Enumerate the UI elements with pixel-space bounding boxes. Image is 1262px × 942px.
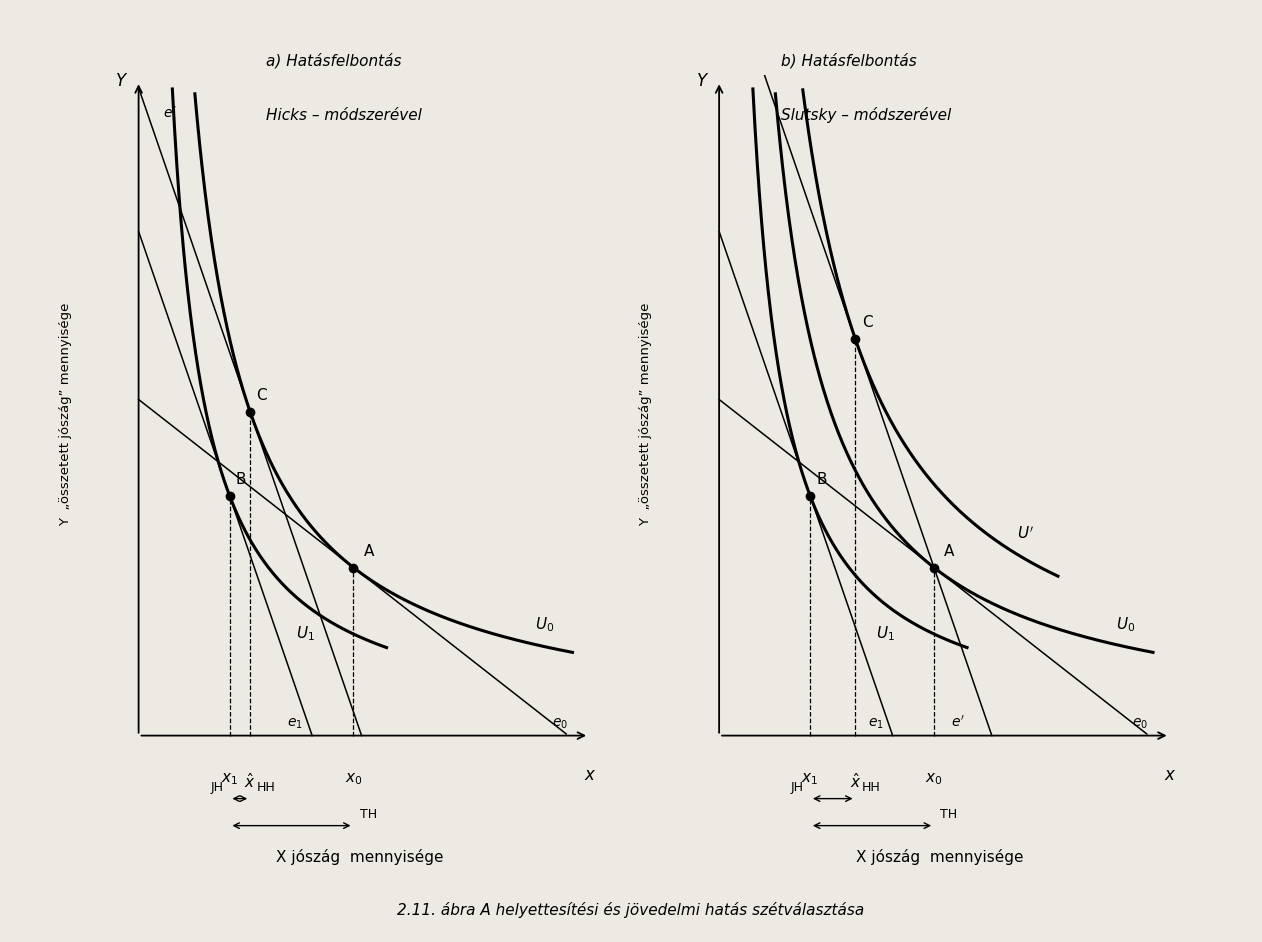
Text: a) Hatásfelbontás: a) Hatásfelbontás xyxy=(266,53,401,69)
Text: TH: TH xyxy=(940,808,958,820)
Text: TH: TH xyxy=(360,808,377,820)
Text: C: C xyxy=(256,388,268,402)
Text: Hicks – módszerével: Hicks – módszerével xyxy=(266,107,423,122)
Text: $U_0$: $U_0$ xyxy=(1116,615,1135,634)
Text: $e_1$: $e_1$ xyxy=(868,717,883,731)
Text: Slutsky – módszerével: Slutsky – módszerével xyxy=(781,106,952,122)
Text: $U_0$: $U_0$ xyxy=(535,615,554,634)
Text: $e_1$: $e_1$ xyxy=(288,717,303,731)
Text: 2.11. ábra A helyettesítési és jövedelmi hatás szétválasztása: 2.11. ábra A helyettesítési és jövedelmi… xyxy=(398,902,864,918)
Text: $U_1$: $U_1$ xyxy=(295,625,314,643)
Text: C: C xyxy=(862,316,872,331)
Text: $e'$: $e'$ xyxy=(950,714,964,730)
Text: A: A xyxy=(944,544,954,559)
Text: $x_0$: $x_0$ xyxy=(345,771,362,788)
Text: X jószág  mennyisége: X jószág mennyisége xyxy=(276,849,443,865)
Text: Y: Y xyxy=(697,73,707,90)
Text: A: A xyxy=(363,544,374,559)
Text: Y  „összetett jószág” mennyisége: Y „összetett jószág” mennyisége xyxy=(59,302,72,527)
Text: B: B xyxy=(236,472,246,486)
Text: X jószág  mennyisége: X jószág mennyisége xyxy=(857,849,1023,865)
Text: B: B xyxy=(817,472,827,486)
Text: $e'$: $e'$ xyxy=(163,106,177,121)
Text: JH: JH xyxy=(791,781,804,794)
Text: $\hat{x}$: $\hat{x}$ xyxy=(849,771,861,790)
Text: $x_0$: $x_0$ xyxy=(925,771,943,788)
Text: JH: JH xyxy=(211,781,223,794)
Text: HH: HH xyxy=(862,781,881,794)
Text: Y  „összetett jószág” mennyisége: Y „összetett jószág” mennyisége xyxy=(640,302,652,527)
Text: $U_1$: $U_1$ xyxy=(876,625,895,643)
Text: x: x xyxy=(584,766,594,784)
Text: $U'$: $U'$ xyxy=(1017,526,1034,542)
Text: b) Hatásfelbontás: b) Hatásfelbontás xyxy=(781,53,917,69)
Text: Y: Y xyxy=(116,73,126,90)
Text: $e_0$: $e_0$ xyxy=(551,717,568,731)
Text: x: x xyxy=(1165,766,1175,784)
Text: HH: HH xyxy=(256,781,275,794)
Text: $x_1$: $x_1$ xyxy=(221,771,239,788)
Text: $\hat{x}$: $\hat{x}$ xyxy=(245,771,256,790)
Text: $x_1$: $x_1$ xyxy=(801,771,819,788)
Text: $e_0$: $e_0$ xyxy=(1132,717,1148,731)
